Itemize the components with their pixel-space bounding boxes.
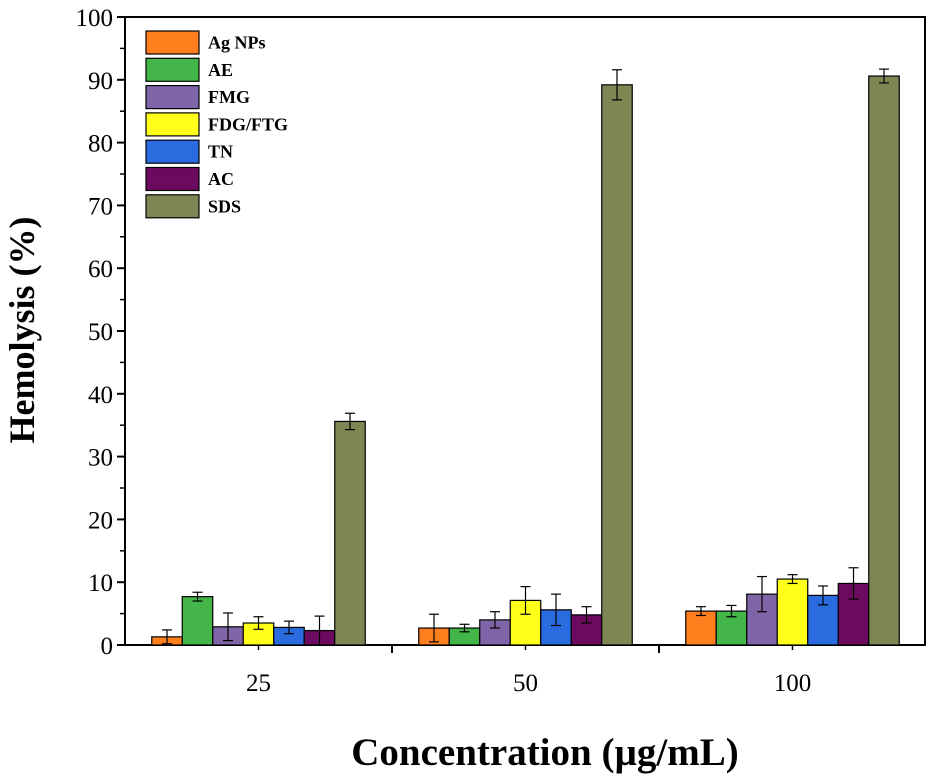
legend-swatch [145, 194, 200, 219]
y-tick-label: 90 [88, 68, 113, 95]
y-tick-label: 30 [88, 445, 113, 472]
legend-label: SDS [208, 196, 241, 216]
error-bar-ae-100 [726, 604, 737, 618]
bar-fdg-ftg-100 [776, 578, 809, 646]
error-bar-fdg-ftg-100 [787, 574, 798, 585]
y-tick-label: 0 [101, 633, 114, 660]
y-tick-label: 20 [88, 507, 113, 534]
legend-label: FDG/FTG [208, 114, 288, 134]
error-bar-ae-50 [459, 623, 470, 633]
error-bar-tn-50 [551, 593, 561, 627]
legend-swatch [145, 30, 200, 55]
error-bar-ae-25 [192, 591, 203, 602]
error-bar-sds-50 [612, 69, 622, 101]
x-axis-title: Concentration (µg/mL) [351, 731, 739, 774]
error-bar-tn-25 [284, 620, 294, 635]
bar-sds-25 [334, 420, 366, 646]
error-bar-ac-50 [581, 606, 592, 624]
legend-swatch [145, 166, 200, 192]
y-tick-label: 70 [88, 193, 113, 220]
legend-swatch [145, 84, 200, 110]
y-tick-label: 50 [88, 319, 113, 346]
error-bar-sds-100 [879, 68, 889, 84]
x-tick-label: 100 [774, 670, 812, 697]
error-bar-sds-25 [345, 412, 355, 431]
bar-sds-50 [601, 84, 633, 646]
legend-label: AE [208, 60, 233, 80]
y-axis-title: Hemolysis (%) [2, 217, 42, 444]
error-bar-fdg-ftg-50 [520, 585, 531, 615]
legend-item-fdg-ftg: FDG/FTG [145, 112, 288, 137]
legend-item-ag-nps: Ag NPs [145, 30, 266, 55]
legend-label: Ag NPs [208, 33, 266, 53]
legend-label: FMG [208, 87, 250, 107]
y-tick-label: 40 [88, 382, 113, 409]
plot-frame [124, 16, 926, 646]
error-bar-ac-25 [314, 615, 325, 646]
bar-sds-100 [868, 75, 900, 646]
y-tick-label: 80 [88, 131, 113, 158]
error-bar-fmg-25 [223, 612, 233, 642]
legend-item-sds: SDS [145, 194, 241, 219]
legend-item-ac: AC [145, 166, 234, 192]
bar-ag-nps-100 [685, 610, 717, 646]
error-bar-fmg-50 [490, 611, 500, 629]
legend-swatch [145, 139, 200, 164]
bar-layer [151, 75, 900, 646]
legend-swatch [145, 57, 200, 82]
x-tick-label: 25 [246, 670, 271, 697]
legend-item-tn: TN [145, 139, 233, 164]
error-bar-ag-nps-100 [696, 606, 706, 617]
legend-item-fmg: FMG [145, 84, 250, 110]
error-bar-ac-100 [848, 567, 859, 600]
y-tick-label: 10 [88, 570, 113, 597]
legend-label: AC [208, 169, 234, 189]
axes-layer: 0 10 20 30 40 50 60 70 80 90 100 25 50 100 [76, 5, 812, 697]
bar-ae-25 [181, 596, 214, 646]
legend-label: TN [208, 142, 233, 162]
error-bar-fdg-ftg-25 [253, 616, 264, 630]
error-bar-ag-nps-50 [429, 613, 439, 643]
error-bar-ag-nps-25 [162, 629, 172, 645]
legend-item-ae: AE [145, 57, 233, 82]
x-tick-label: 50 [513, 670, 538, 697]
y-tick-label: 100 [76, 5, 114, 32]
legend: Ag NPs AE FMG FDG/FTG TN AC SDS [145, 30, 288, 219]
error-bar-tn-100 [818, 585, 828, 606]
error-bar-fmg-100 [757, 575, 767, 613]
error-bar-layer [162, 68, 889, 646]
legend-swatch [145, 112, 200, 137]
plot-area [124, 16, 926, 646]
y-tick-label: 60 [88, 256, 113, 283]
